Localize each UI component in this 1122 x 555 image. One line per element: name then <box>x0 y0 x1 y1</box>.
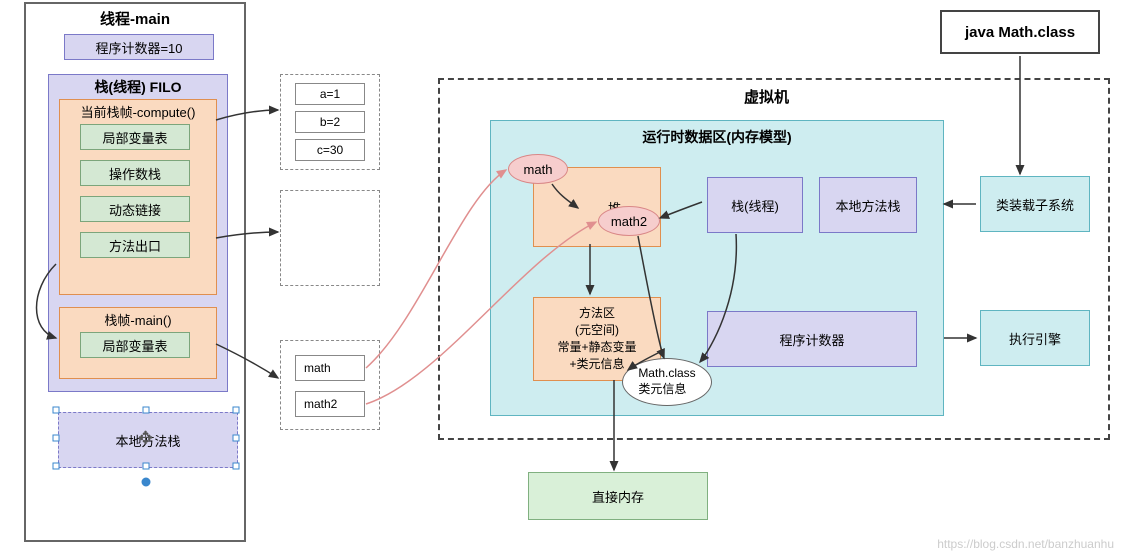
pc-box: 程序计数器=10 <box>64 34 214 60</box>
stack-title: 栈(线程) FILO <box>49 77 227 97</box>
java-mathclass: java Math.class <box>940 10 1100 54</box>
compute-item-0: 局部变量表 <box>80 124 190 150</box>
sel-handle[interactable] <box>53 407 60 414</box>
refs-container: math math2 <box>280 340 380 430</box>
sel-handle[interactable] <box>53 463 60 470</box>
sel-handle[interactable] <box>143 407 150 414</box>
class-loader: 类装载子系统 <box>980 176 1090 232</box>
frame-main-label: 栈帧-main() <box>60 310 216 329</box>
sel-handle[interactable] <box>233 463 240 470</box>
var-b: b=2 <box>295 111 365 133</box>
empty-box <box>280 190 380 286</box>
vm-native: 本地方法栈 <box>819 177 917 233</box>
exec-engine: 执行引擎 <box>980 310 1090 366</box>
math-ellipse: math <box>508 154 568 184</box>
main-item-0: 局部变量表 <box>80 332 190 358</box>
var-a: a=1 <box>295 83 365 105</box>
thread-main-container: 线程-main 程序计数器=10 栈(线程) FILO 当前栈帧-compute… <box>24 2 246 542</box>
mathclass-ellipse: Math.class 类元信息 <box>622 358 712 406</box>
compute-item-3: 方法出口 <box>80 232 190 258</box>
sel-handle[interactable] <box>53 435 60 442</box>
runtime-title: 运行时数据区(内存模型) <box>491 121 943 147</box>
frame-main: 栈帧-main() 局部变量表 <box>59 307 217 379</box>
thread-main-title: 线程-main <box>26 4 244 33</box>
vars-container: a=1 b=2 c=30 <box>280 74 380 170</box>
rotate-handle[interactable] <box>142 478 151 487</box>
stack-filo: 栈(线程) FILO 当前栈帧-compute() 局部变量表 操作数栈 动态链… <box>48 74 228 392</box>
vm-title: 虚拟机 <box>744 86 789 107</box>
cursor-icon: ✥ <box>138 428 153 449</box>
frame-compute: 当前栈帧-compute() 局部变量表 操作数栈 动态链接 方法出口 <box>59 99 217 295</box>
vm-pc: 程序计数器 <box>707 311 917 367</box>
sel-handle[interactable] <box>143 463 150 470</box>
ref-math: math <box>295 355 365 381</box>
sel-handle[interactable] <box>233 407 240 414</box>
vm-container: 虚拟机 运行时数据区(内存模型) 堆 栈(线程) 本地方法栈 方法区 (元空间)… <box>438 78 1110 440</box>
vm-stack: 栈(线程) <box>707 177 803 233</box>
direct-memory: 直接内存 <box>528 472 708 520</box>
compute-item-1: 操作数栈 <box>80 160 190 186</box>
compute-item-2: 动态链接 <box>80 196 190 222</box>
watermark: https://blog.csdn.net/banzhuanhu <box>937 537 1114 551</box>
frame-compute-label: 当前栈帧-compute() <box>60 102 216 121</box>
sel-handle[interactable] <box>233 435 240 442</box>
var-c: c=30 <box>295 139 365 161</box>
math2-ellipse: math2 <box>598 206 660 236</box>
ref-math2: math2 <box>295 391 365 417</box>
